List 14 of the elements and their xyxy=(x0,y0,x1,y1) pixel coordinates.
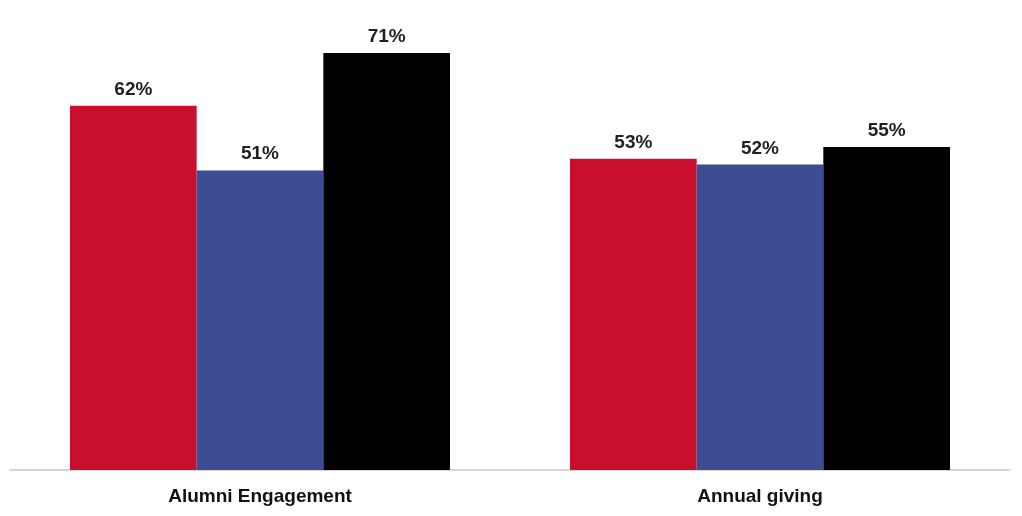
data-label: 55% xyxy=(867,118,906,140)
bar xyxy=(696,164,824,470)
data-label: 71% xyxy=(367,24,406,46)
bar xyxy=(823,146,950,470)
data-label: 51% xyxy=(240,142,280,164)
x-tick-label: Annual giving xyxy=(697,485,823,506)
data-label: 52% xyxy=(740,136,780,158)
data-label: 62% xyxy=(114,77,153,99)
x-tick-label: Alumni Engagement xyxy=(168,485,353,506)
bar xyxy=(570,158,697,470)
data-label: 53% xyxy=(614,130,653,152)
bar xyxy=(196,170,324,470)
bar xyxy=(70,105,197,470)
bar xyxy=(323,52,450,470)
